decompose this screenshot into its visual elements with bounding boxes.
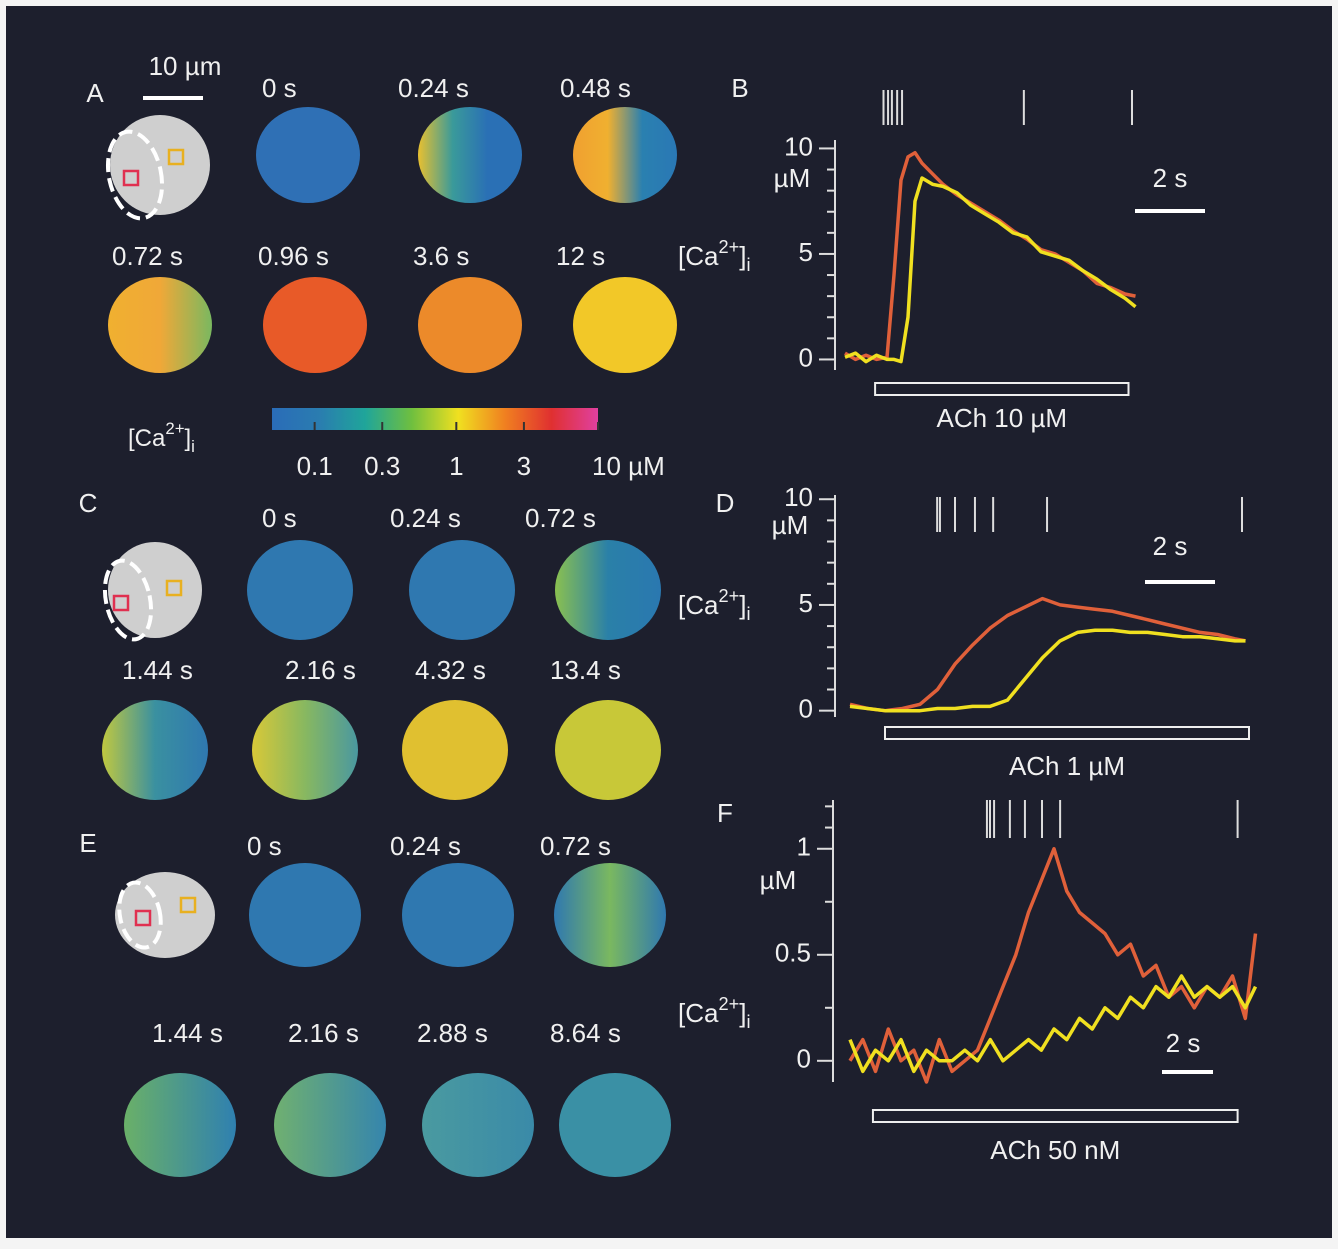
calcium-frame xyxy=(274,1073,386,1177)
y-unit: µM xyxy=(760,865,797,895)
ca-label-part: 2+ xyxy=(165,419,184,438)
ca-label-part: [Ca xyxy=(678,998,719,1028)
calcium-frame xyxy=(559,1073,671,1177)
ca-label-part: ] xyxy=(739,590,746,620)
ca-label-part: i xyxy=(746,604,750,624)
stimulus-label: ACh 50 nM xyxy=(990,1135,1120,1165)
time-label: 3.6 s xyxy=(413,241,469,271)
ca-label-part: i xyxy=(191,437,195,456)
time-label: 2.16 s xyxy=(288,1018,359,1048)
ca-label-part: i xyxy=(746,1012,750,1032)
calcium-frame xyxy=(422,1073,534,1177)
calcium-frame xyxy=(252,700,358,800)
colorbar-tick-label: 0.3 xyxy=(364,451,400,481)
ca-label-part: ] xyxy=(739,241,746,271)
time-label: 0.72 s xyxy=(540,831,611,861)
ca-label: [Ca2+]i xyxy=(678,586,751,624)
calcium-frame xyxy=(263,277,367,373)
cell-image xyxy=(108,542,202,638)
calcium-frame xyxy=(573,277,677,373)
calcium-frame xyxy=(102,700,208,800)
y-unit: µM xyxy=(772,510,809,540)
time-label: 0.72 s xyxy=(525,503,596,533)
stimulus-label: ACh 10 µM xyxy=(937,403,1068,433)
panel-label: B xyxy=(731,73,748,103)
y-tick-label: 0.5 xyxy=(775,938,811,968)
y-unit: µM xyxy=(774,163,811,193)
scale-bar-label: 2 s xyxy=(1166,1028,1201,1058)
time-label: 0.72 s xyxy=(112,241,183,271)
time-label: 0.24 s xyxy=(390,503,461,533)
panel-label: A xyxy=(86,78,104,108)
time-label: 0 s xyxy=(262,503,297,533)
calcium-frame xyxy=(409,540,515,640)
ca-label-part: [Ca xyxy=(678,241,719,271)
stimulus-label: ACh 1 µM xyxy=(1009,751,1125,781)
colorbar xyxy=(272,408,598,430)
time-label: 8.64 s xyxy=(550,1018,621,1048)
time-label: 0 s xyxy=(247,831,282,861)
ca-label-part: 2+ xyxy=(718,237,739,257)
calcium-frame xyxy=(554,863,666,967)
calcium-frame xyxy=(555,540,661,640)
calcium-frame xyxy=(402,700,508,800)
ca-label-part: ] xyxy=(185,425,192,452)
time-label: 12 s xyxy=(556,241,605,271)
calcium-frame xyxy=(555,700,661,800)
figure: A10 µm0 s0.24 s0.48 s0.72 s0.96 s3.6 s12… xyxy=(0,0,1338,1244)
ca-label: [Ca2+]i xyxy=(678,994,751,1032)
ca-label-part: i xyxy=(746,255,750,275)
ca-label-part: [Ca xyxy=(678,590,719,620)
calcium-frame xyxy=(108,277,212,373)
panel-label: F xyxy=(717,798,733,828)
time-label: 2.16 s xyxy=(285,655,356,685)
y-tick-label: 10 xyxy=(784,131,813,161)
time-label: 1.44 s xyxy=(122,655,193,685)
ca-label: [Ca2+]i xyxy=(678,237,751,275)
calcium-frame xyxy=(402,863,514,967)
time-label: 0 s xyxy=(262,73,297,103)
ca-label-part: ] xyxy=(739,998,746,1028)
calcium-frame xyxy=(247,540,353,640)
ca-label-part: 2+ xyxy=(718,586,739,606)
panel-label: D xyxy=(716,488,735,518)
y-tick-label: 0 xyxy=(799,342,813,372)
y-tick-label: 10 xyxy=(784,482,813,512)
y-tick-label: 5 xyxy=(799,237,813,267)
colorbar-tick-label: 1 xyxy=(449,451,463,481)
time-label: 0.96 s xyxy=(258,241,329,271)
time-label: 0.24 s xyxy=(398,73,469,103)
colorbar-tick-label: 3 xyxy=(517,451,531,481)
time-label: 4.32 s xyxy=(415,655,486,685)
time-label: 0.48 s xyxy=(560,73,631,103)
calcium-frame xyxy=(249,863,361,967)
panel-label: C xyxy=(79,488,98,518)
time-label: 13.4 s xyxy=(550,655,621,685)
panel-label: E xyxy=(79,828,96,858)
calcium-frame xyxy=(418,277,522,373)
scale-bar-label: 2 s xyxy=(1153,163,1188,193)
background xyxy=(6,6,1332,1238)
calcium-frame xyxy=(124,1073,236,1177)
calcium-frame xyxy=(256,107,360,203)
y-tick-label: 1 xyxy=(797,832,811,862)
y-tick-label: 0 xyxy=(797,1044,811,1074)
colorbar-tick-label: 0.1 xyxy=(297,451,333,481)
y-tick-label: 0 xyxy=(799,694,813,724)
ca-label-part: 2+ xyxy=(718,994,739,1014)
scale-bar-label: 10 µm xyxy=(149,51,222,81)
time-label: 1.44 s xyxy=(152,1018,223,1048)
y-tick-label: 5 xyxy=(799,588,813,618)
calcium-frame xyxy=(573,107,677,203)
calcium-frame xyxy=(418,107,522,203)
ca-label: [Ca2+]i xyxy=(128,419,195,456)
time-label: 0.24 s xyxy=(390,831,461,861)
time-label: 2.88 s xyxy=(417,1018,488,1048)
scale-bar-label: 2 s xyxy=(1153,531,1188,561)
colorbar-tick-label: 10 µM xyxy=(592,451,665,481)
ca-label-part: [Ca xyxy=(128,425,166,452)
